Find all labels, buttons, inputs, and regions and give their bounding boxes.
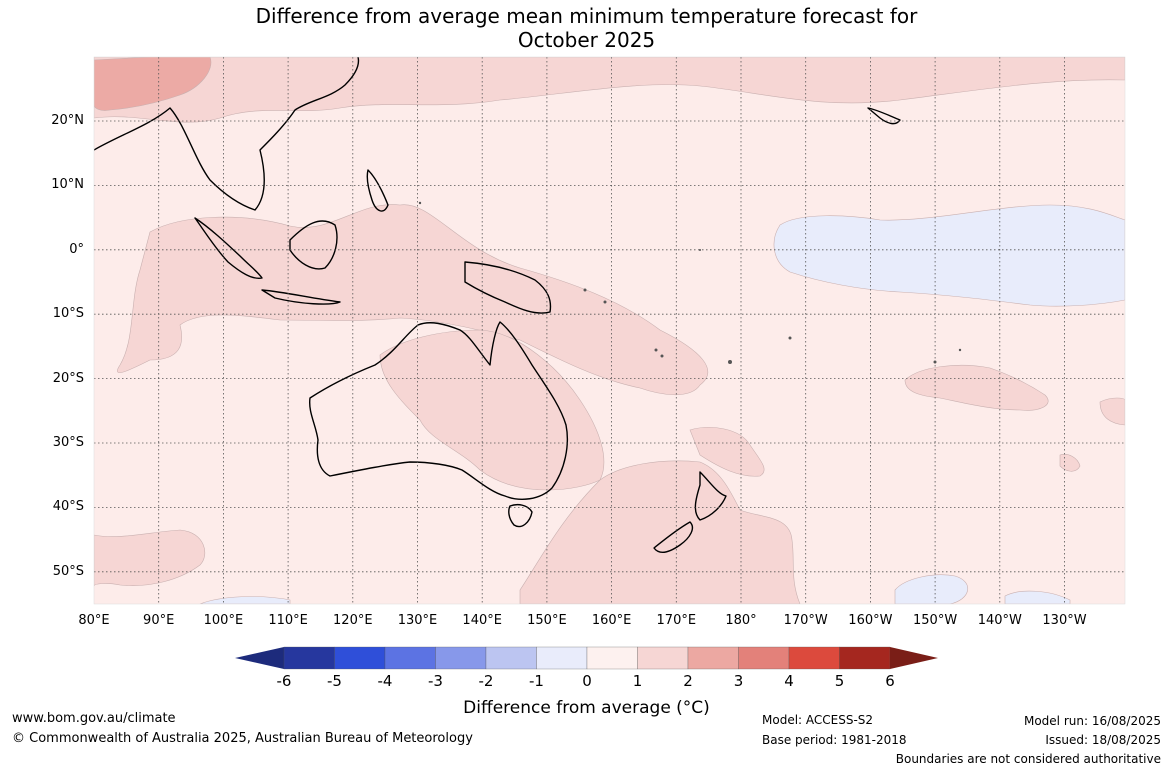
colorbar-segment: [435, 646, 487, 670]
colorbar-tick-label: -2: [478, 672, 494, 690]
longitude-label: 130°E: [397, 613, 438, 628]
anomaly-patch-east: [1099, 397, 1125, 426]
colorbar-tick-label: 2: [683, 672, 693, 690]
map-title: Difference from average mean minimum tem…: [0, 4, 1173, 52]
longitude-label: 130°W: [1042, 613, 1087, 628]
model-name: Model: ACCESS-S2: [762, 713, 874, 727]
longitude-label: 150°W: [913, 613, 958, 628]
latitude-label: 10°N: [51, 177, 84, 193]
colorbar-tick-label: -3: [428, 672, 443, 690]
colorbar-tick-label: 5: [834, 672, 845, 690]
colorbar-segment: [283, 646, 335, 670]
colorbar-title: Difference from average (°C): [463, 698, 710, 718]
latitude-label: 20°S: [52, 370, 84, 386]
base-period: Base period: 1981-2018: [762, 733, 907, 747]
hawaii-coastline: [867, 107, 901, 125]
borneo-coastline: [289, 220, 338, 270]
longitude-label: 160°W: [848, 613, 893, 628]
colorbar-segment: [738, 646, 790, 670]
colorbar-tick-label: -4: [377, 672, 393, 690]
longitude-label: 120°E: [333, 613, 373, 628]
new-guinea-coastline: [464, 261, 552, 314]
longitude-label: 140°E: [462, 613, 502, 628]
longitude-label: 170°W: [783, 613, 828, 628]
anomaly-patch-south-east: [894, 574, 968, 604]
colorbar-segment: [384, 646, 436, 670]
anomaly-zone-2-to-3: [94, 57, 212, 111]
anomaly-patch-south-pacific: [904, 365, 1049, 411]
forecast-map: [93, 56, 1126, 670]
longitude-label: 160°E: [591, 613, 632, 628]
latitude-label: 20°N: [51, 113, 84, 128]
copyright-text: © Commonwealth of Australia 2025, Austra…: [12, 731, 473, 746]
model-run-date: Model run: 16/08/2025: [1023, 714, 1161, 728]
anomaly-patch-far-south-east: [1004, 590, 1071, 604]
longitude-label: 100°E: [203, 613, 244, 628]
colorbar-tick-label: -6: [276, 672, 292, 690]
colorbar-tick-label: -1: [529, 672, 544, 690]
longitude-label: 180°: [725, 613, 757, 628]
latitude-label: 40°S: [52, 499, 84, 515]
colorbar-high-extension: [890, 647, 938, 669]
anomaly-patch-tasman: [519, 460, 801, 604]
title-line-2: October 2025: [517, 28, 656, 52]
colorbar-tick-label: 0: [582, 672, 592, 690]
colorbar-tick-label: -5: [327, 672, 342, 690]
colorbar: [235, 646, 938, 670]
latitude-label: 50°S: [52, 563, 84, 579]
website-link[interactable]: www.bom.gov.au/climate: [12, 711, 176, 726]
anomaly-patch-small: [1059, 453, 1081, 472]
coastlines: [94, 57, 901, 554]
latitude-label: 0°: [69, 241, 84, 257]
issued-date: Issued: 18/08/2025: [1045, 733, 1161, 747]
title-line-1: Difference from average mean minimum tem…: [255, 4, 918, 28]
philippines-coastline: [366, 169, 389, 212]
colorbar-tick-label: 1: [632, 672, 643, 690]
anomaly-patch-coral: [689, 427, 765, 477]
colorbar-tick-label: 6: [885, 672, 895, 690]
colorbar-segment: [839, 646, 891, 670]
anomaly-patch-far-south-west: [199, 596, 291, 604]
anomaly-patch-equatorial-pacific: [773, 204, 1125, 307]
colorbar-segment: [687, 646, 739, 670]
longitude-label: 90°E: [143, 613, 175, 628]
anomaly-patch-maritime: [117, 204, 709, 396]
java-coastline: [261, 289, 341, 305]
latitude-label: 30°S: [52, 435, 84, 450]
longitude-label: 140°W: [977, 613, 1022, 628]
colorbar-low-extension: [235, 647, 284, 669]
map-frame: [93, 56, 1126, 605]
graticule: [94, 57, 1125, 604]
colorbar-tick-label: 3: [733, 672, 744, 690]
tasmania-coastline: [508, 503, 533, 528]
colorbar-tick-label: 4: [784, 672, 794, 690]
longitude-label: 170°E: [656, 613, 697, 628]
anomaly-zone-1-to-2: [94, 57, 1125, 604]
longitude-label: 110°E: [268, 613, 308, 628]
longitude-label: 150°E: [527, 613, 567, 628]
anomaly-patch-north: [94, 57, 1125, 123]
colorbar-segment: [334, 646, 386, 670]
nz-north-island: [694, 471, 727, 521]
colorbar-segment: [637, 646, 689, 670]
nz-south-island: [653, 521, 694, 554]
longitude-label: 80°E: [78, 613, 110, 628]
boundaries-disclaimer: Boundaries are not considered authoritat…: [895, 752, 1161, 766]
anomaly-patch-southwest: [94, 529, 205, 587]
sumatra-coastline: [194, 217, 263, 279]
latitude-label: 10°S: [52, 306, 84, 322]
colorbar-segment: [485, 646, 537, 670]
anomaly-zone-minus1-to-0: [199, 204, 1125, 604]
colorbar-segment: [586, 646, 638, 670]
colorbar-segment: [788, 646, 840, 670]
australia-coastline: [308, 321, 569, 500]
colorbar-segment: [536, 646, 588, 670]
asia-coastline: [94, 57, 360, 211]
